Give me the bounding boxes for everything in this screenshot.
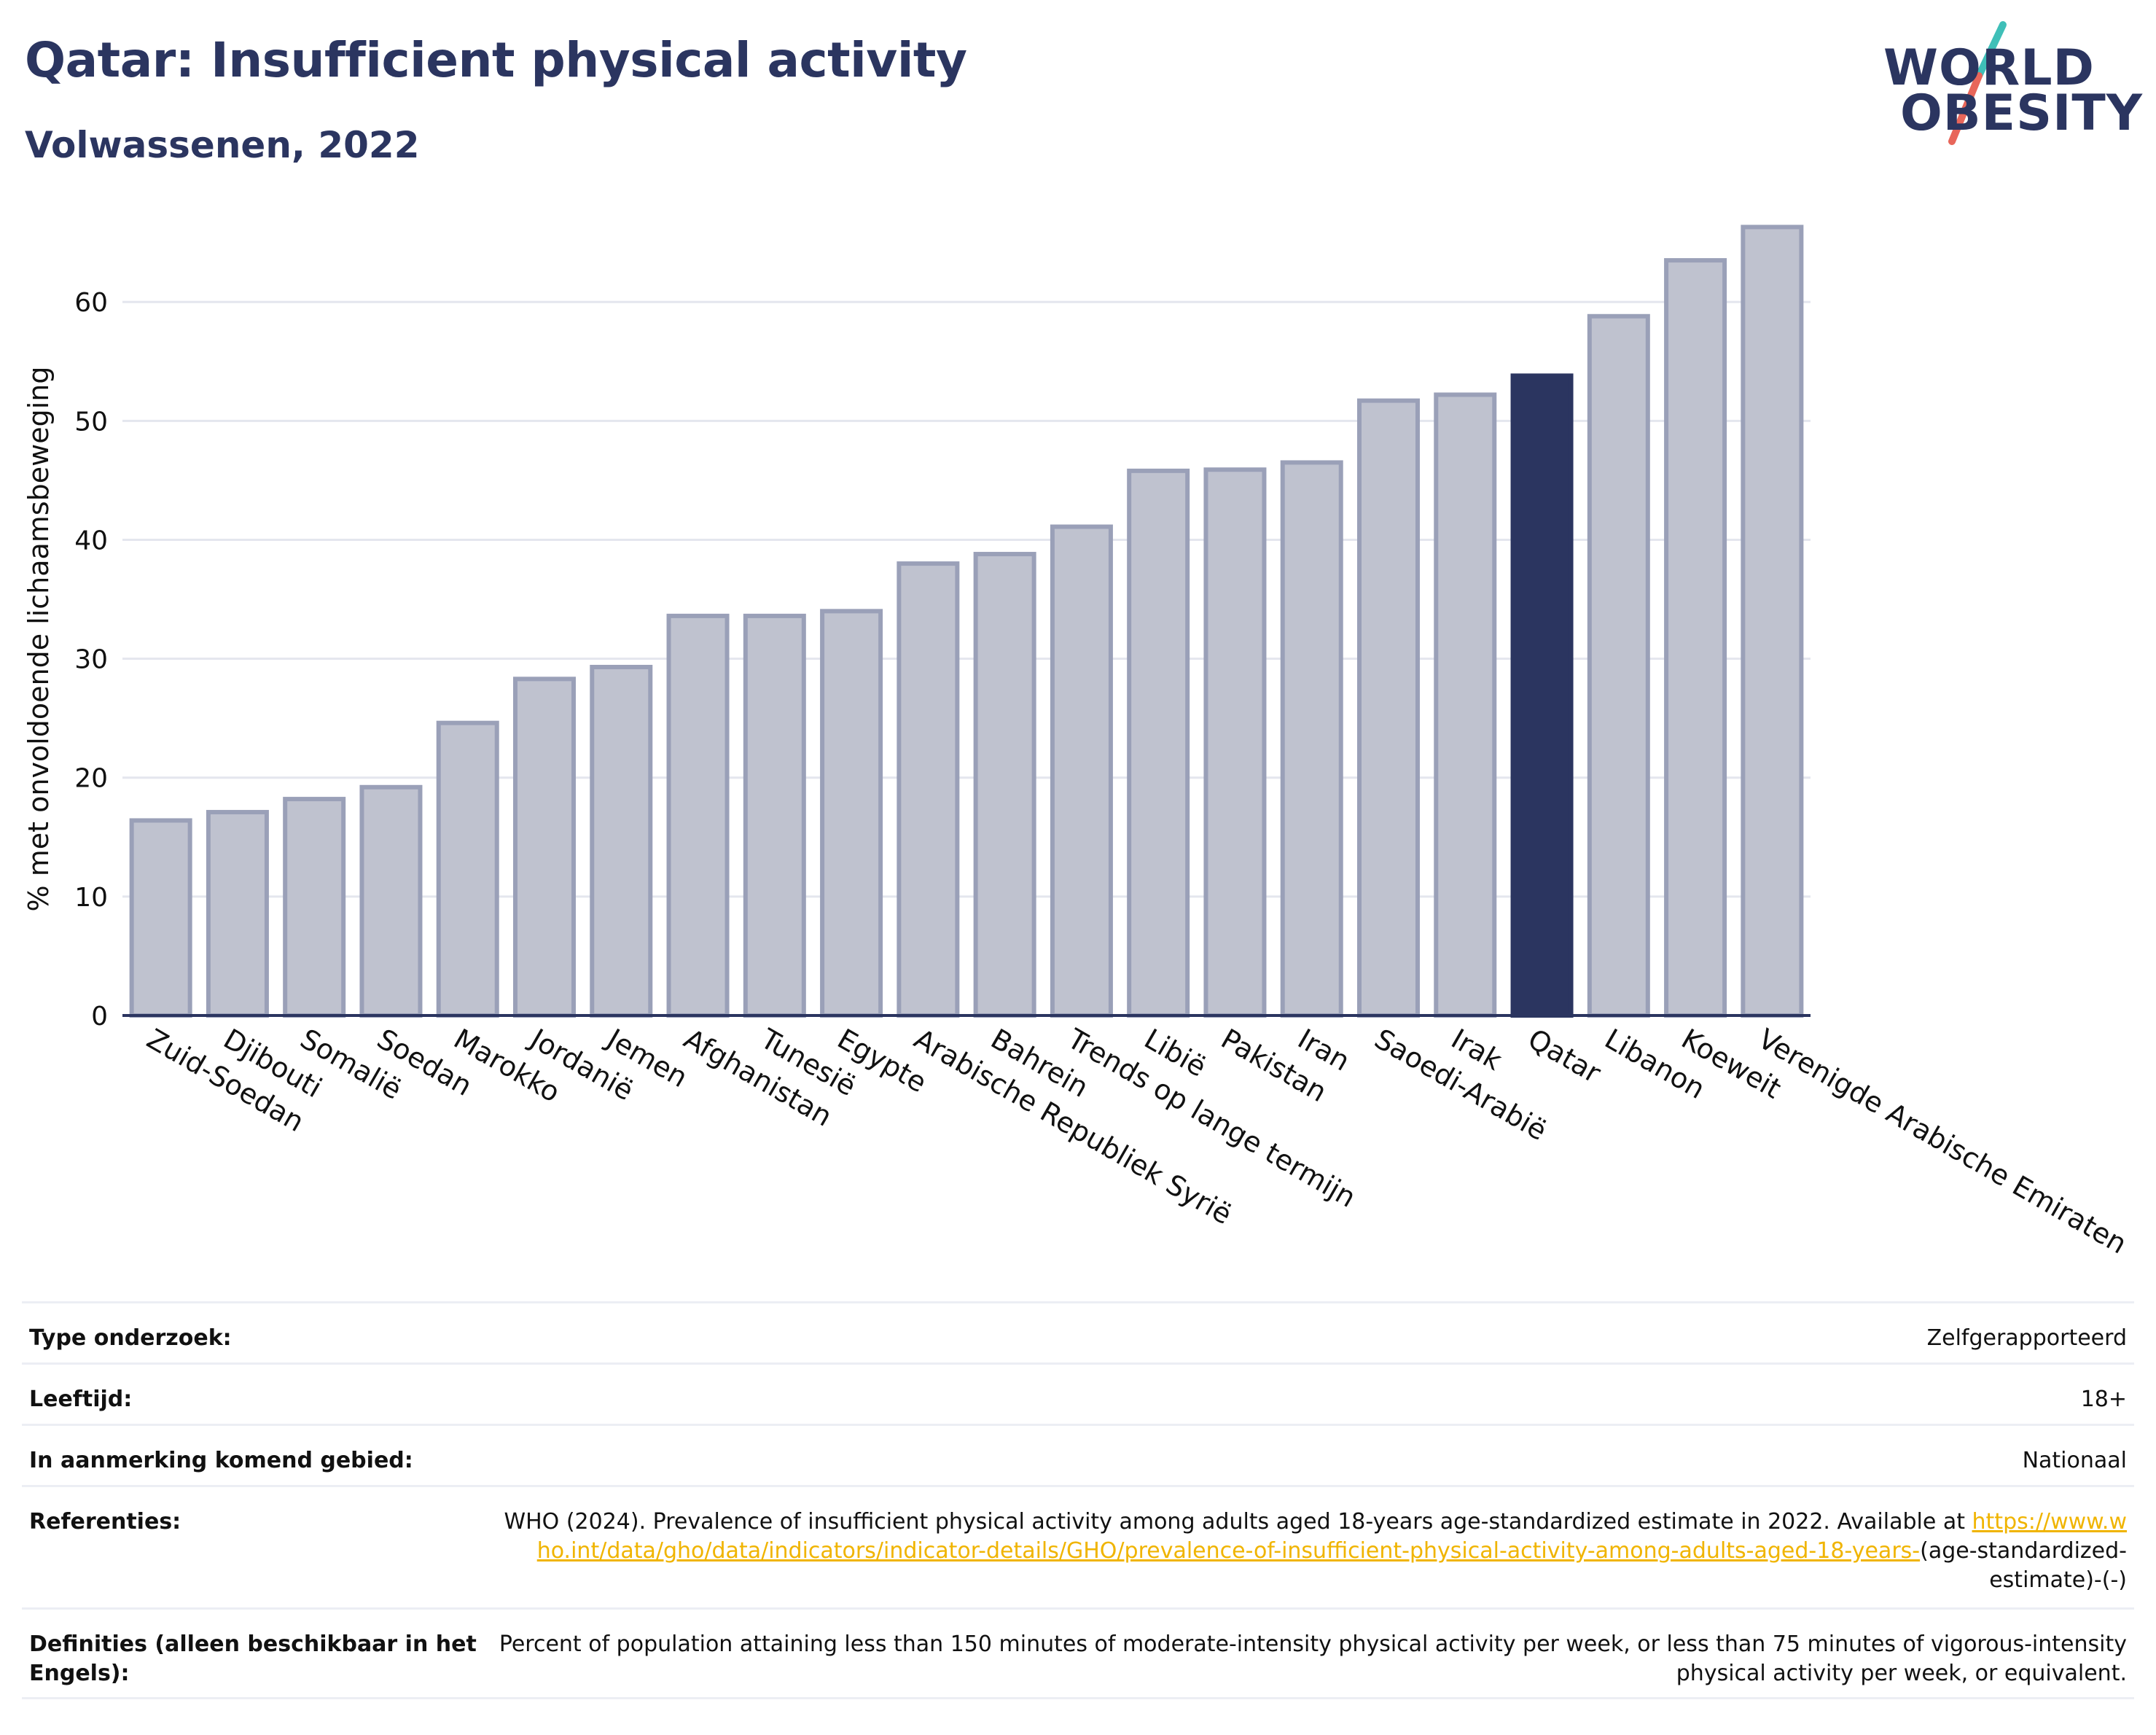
bar-highlight[interactable] (1510, 373, 1574, 1018)
y-tick-label: 10 (74, 883, 108, 913)
reference-link[interactable]: https://www.who.int/data/gho/data/indica… (536, 1509, 2127, 1564)
meta-value-age: 18+ (2080, 1387, 2127, 1412)
x-tick-labels: Zuid-SoedanDjiboutiSomaliëSoedanMarokkoJ… (141, 1022, 2132, 1260)
y-tick-label: 40 (74, 526, 108, 555)
meta-row-area: In aanmerking komend gebied: Nationaal (22, 1424, 2134, 1485)
meta-row-definitions: Definities (alleen beschikbaar in het En… (22, 1607, 2134, 1699)
meta-label-definitions: Definities (alleen beschikbaar in het En… (29, 1631, 477, 1686)
reference-suffix: (age-standardized-estimate)-(-) (1920, 1538, 2127, 1593)
bar[interactable] (666, 613, 730, 1018)
logo-slash-icon (1948, 21, 2007, 145)
bar[interactable] (1203, 467, 1267, 1018)
bar[interactable] (1356, 398, 1421, 1018)
meta-row-references: Referenties: WHO (2024). Prevalence of i… (22, 1485, 2134, 1607)
meta-value-area: Nationaal (2022, 1448, 2127, 1473)
meta-label-survey-type: Type onderzoek: (29, 1325, 232, 1351)
bar[interactable] (206, 810, 269, 1018)
bar[interactable] (743, 613, 806, 1018)
bar[interactable] (1434, 392, 1497, 1018)
bar[interactable] (1664, 258, 1727, 1018)
x-tick-label: Qatar (1523, 1023, 1606, 1090)
y-tick-label: 30 (74, 645, 108, 675)
logo-text-world: WORLD (1883, 39, 2095, 97)
bar[interactable] (1587, 313, 1650, 1018)
bar[interactable] (512, 677, 577, 1018)
world-obesity-logo[interactable]: WORLD OBESITY (1883, 17, 2143, 156)
meta-value-survey-type: Zelfgerapporteerd (1926, 1325, 2127, 1351)
bar[interactable] (590, 665, 653, 1018)
bar[interactable] (973, 552, 1036, 1018)
bar[interactable] (897, 561, 960, 1018)
y-tick-labels: 0 10 20 30 40 50 60 (74, 288, 108, 1032)
bar[interactable] (359, 784, 423, 1018)
y-axis-title: % met onvoldoende lichaamsbeweging (23, 367, 55, 912)
bar[interactable] (1050, 524, 1113, 1018)
metadata-table: Type onderzoek: Zelfgerapporteerd Leefti… (22, 1301, 2134, 1699)
bar[interactable] (1280, 460, 1343, 1018)
logo-text-obesity: OBESITY (1900, 85, 2143, 142)
meta-value-references: WHO (2024). Prevalence of insufficient p… (496, 1508, 2127, 1595)
meta-label-references: Referenties: (29, 1509, 181, 1535)
bar[interactable] (1127, 468, 1190, 1018)
bar[interactable] (436, 720, 499, 1018)
y-tick-label: 0 (91, 1002, 108, 1032)
meta-label-age: Leeftijd: (29, 1387, 133, 1412)
bars (129, 225, 1804, 1018)
bar[interactable] (1741, 225, 1804, 1018)
bar[interactable] (820, 609, 883, 1018)
bar-chart: 0 10 20 30 40 50 60 Zuid-SoedanDjiboutiSomalië… (23, 225, 2132, 1260)
meta-label-area: In aanmerking komend gebied: (29, 1448, 413, 1473)
y-tick-label: 20 (74, 764, 108, 794)
bar[interactable] (129, 818, 192, 1018)
bar[interactable] (283, 797, 346, 1018)
meta-value-definitions: Percent of population attaining less tha… (499, 1631, 2127, 1686)
y-tick-label: 50 (74, 407, 108, 437)
meta-row-survey-type: Type onderzoek: Zelfgerapporteerd (22, 1301, 2134, 1362)
reference-text: WHO (2024). Prevalence of insufficient p… (504, 1509, 1965, 1535)
meta-row-age: Leeftijd: 18+ (22, 1362, 2134, 1424)
chart-subtitle: Volwassenen, 2022 (25, 124, 420, 166)
y-tick-label: 60 (74, 288, 108, 318)
chart-title: Qatar: Insufficient physical activity (25, 32, 967, 88)
x-tick-label: Verenigde Arabische Emiraten (1753, 1023, 2132, 1260)
